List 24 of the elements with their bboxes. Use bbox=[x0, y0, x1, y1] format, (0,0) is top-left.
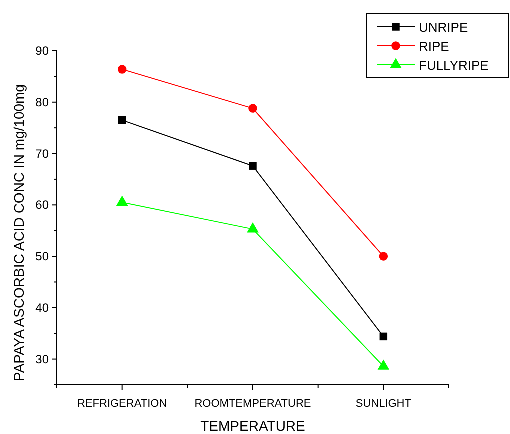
y-tick-label: 90 bbox=[36, 44, 50, 58]
y-tick-label: 50 bbox=[36, 250, 50, 264]
y-tick-label: 80 bbox=[36, 95, 50, 110]
point bbox=[118, 116, 126, 124]
y-tick-label: 40 bbox=[36, 300, 50, 315]
y-tick-label: 30 bbox=[36, 352, 50, 366]
legend-label: RIPE bbox=[419, 39, 450, 54]
y-tick-label: 60 bbox=[36, 198, 50, 212]
legend-label: FULLYRIPE bbox=[419, 58, 490, 73]
point bbox=[248, 104, 258, 113]
point bbox=[249, 162, 257, 170]
point bbox=[378, 360, 390, 370]
x-tick-label: SUNLIGHT bbox=[356, 398, 412, 410]
point bbox=[379, 252, 388, 261]
y-axis-title: PAPAYA ASCORBIC ACID CONC IN mg/100mg bbox=[11, 84, 27, 382]
point bbox=[247, 222, 259, 233]
x-axis-title: TEMPERATURE bbox=[200, 418, 306, 434]
x-tick-label: ROOMTEMPERATURE bbox=[194, 398, 312, 410]
point bbox=[116, 196, 128, 206]
point bbox=[118, 65, 127, 74]
legend-label: UNRIPE bbox=[419, 20, 468, 35]
y-tick-label: 70 bbox=[36, 146, 50, 161]
x-tick-label: REFRIGERATION bbox=[78, 398, 168, 410]
point bbox=[380, 332, 388, 341]
